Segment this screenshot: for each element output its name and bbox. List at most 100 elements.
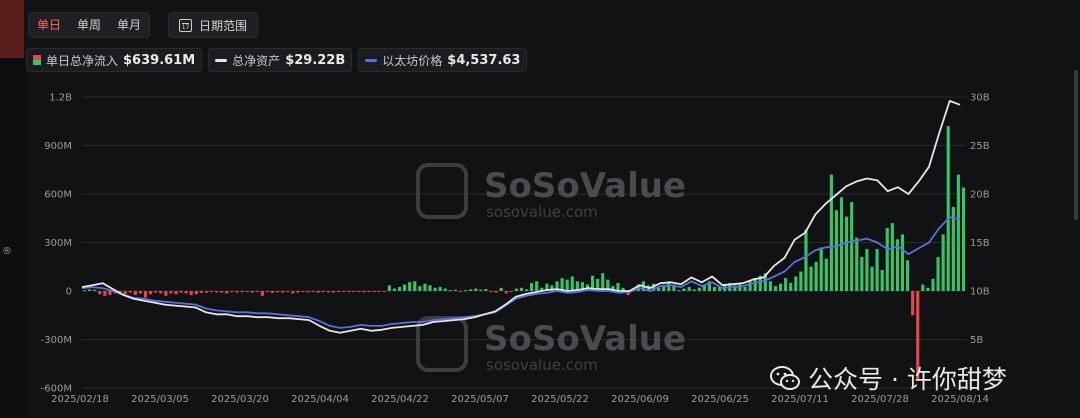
- inflow-bar: [438, 286, 442, 291]
- inflow-bar: [936, 257, 940, 291]
- bar-swatch-icon: [33, 55, 41, 65]
- inflow-bar: [235, 291, 239, 293]
- inflow-bar: [768, 281, 772, 291]
- x-tick: 2025/07/28: [851, 394, 909, 405]
- inflow-bar: [164, 291, 168, 296]
- period-option-month[interactable]: 单月: [117, 18, 142, 32]
- inflow-bar: [479, 289, 483, 291]
- inflow-bar: [530, 282, 534, 291]
- legend-value: $29.22B: [285, 52, 346, 68]
- watermark-brand: SoSoValue: [484, 166, 686, 206]
- inflow-bar: [260, 291, 264, 296]
- inflow-bar: [870, 266, 874, 291]
- inflow-bar: [128, 291, 132, 293]
- inflow-bar: [296, 291, 300, 293]
- inflow-bar: [392, 288, 397, 291]
- inflow-bar: [215, 291, 219, 293]
- inflow-bar: [286, 291, 290, 292]
- date-range-button[interactable]: 17 日期范围: [168, 12, 259, 38]
- inflow-bar: [138, 291, 142, 294]
- inflow-bar: [291, 291, 295, 294]
- inflow-bar: [306, 291, 310, 293]
- inflow-bar: [88, 289, 92, 291]
- inflow-bar: [845, 216, 849, 291]
- x-tick: 2025/06/25: [691, 394, 749, 405]
- inflow-bar: [143, 291, 148, 298]
- inflow-bar: [372, 291, 376, 292]
- inflow-bar: [763, 273, 767, 291]
- legend-value: $4,537.63: [447, 52, 521, 68]
- inflow-bar: [819, 247, 823, 291]
- inflow-bar: [961, 187, 966, 291]
- inflow-bar: [596, 278, 600, 292]
- watermarks: SoSoValue sosovalue.com SoSoValue sosova…: [416, 163, 686, 374]
- inflow-bar: [895, 239, 899, 291]
- inflow-bar: [900, 234, 905, 291]
- inflow-bar: [331, 291, 336, 293]
- x-tick: 2025/03/05: [131, 394, 189, 405]
- inflow-bar: [281, 291, 285, 293]
- inflow-bar: [880, 269, 884, 291]
- inflow-bar: [657, 287, 661, 291]
- inflow-bar: [743, 286, 747, 291]
- inflow-bar: [875, 248, 879, 291]
- period-toggle: 单日 单周 单月: [28, 12, 151, 38]
- inflow-bar: [570, 276, 574, 291]
- inflow-bar: [865, 248, 869, 291]
- inflow-bar: [829, 174, 833, 291]
- inflow-bar: [956, 174, 960, 291]
- legend-item-net-assets[interactable]: 总净资产 $29.22B: [208, 48, 353, 72]
- inflow-bar: [357, 291, 361, 292]
- y-left-tick: -300M: [41, 335, 72, 346]
- inflow-bar: [504, 291, 508, 294]
- inflow-bar: [682, 288, 686, 291]
- inflow-bar: [555, 281, 559, 291]
- y-axis-right: 30B 25B 20B 15B 10B 5B: [970, 93, 990, 347]
- legend-item-eth-price[interactable]: 以太坊价格 $4,537.63: [358, 48, 528, 72]
- inflow-bar: [321, 291, 325, 292]
- y-right-tick: 5B: [970, 335, 983, 346]
- inflow-bar: [240, 291, 244, 293]
- inflow-bars: [82, 126, 966, 380]
- inflow-bar: [98, 291, 102, 295]
- watermark-brand: SoSoValue: [484, 319, 686, 359]
- y-axis-left: 1.2B 900M 600M 300M 0 -300M -600M: [41, 93, 72, 395]
- watermark-site: sosovalue.com: [486, 203, 598, 221]
- inflow-bar: [276, 291, 280, 293]
- calendar-icon: 17: [179, 18, 193, 32]
- inflow-bar: [423, 283, 427, 291]
- inflow-bar: [382, 291, 386, 292]
- watermark-logo-icon: [416, 163, 468, 219]
- inflow-bar: [220, 291, 224, 293]
- inflow-bar: [189, 291, 193, 296]
- inflow-bar: [773, 286, 778, 291]
- x-tick: 2025/06/09: [611, 394, 669, 405]
- inflow-bar: [245, 291, 249, 292]
- x-tick: 2025/07/11: [771, 394, 829, 405]
- inflow-bar: [301, 291, 305, 292]
- inflow-bar: [601, 273, 605, 291]
- period-option-week[interactable]: 单周: [77, 18, 102, 32]
- period-option-day[interactable]: 单日: [37, 18, 62, 32]
- inflow-bar: [469, 289, 473, 291]
- inflow-bar: [784, 278, 788, 291]
- inflow-bar: [591, 275, 595, 291]
- inflow-bar: [941, 234, 945, 291]
- inflow-bar: [347, 291, 351, 292]
- legend-item-daily-inflow[interactable]: 单日总净流入 $639.61M: [26, 48, 203, 72]
- y-left-tick: 300M: [44, 238, 72, 249]
- left-accent-panel: [0, 0, 24, 58]
- inflow-bar: [453, 289, 457, 291]
- x-tick: 2025/05/07: [451, 394, 509, 405]
- inflow-bar: [174, 291, 178, 295]
- y-left-tick: 900M: [44, 141, 72, 152]
- y-right-tick: 10B: [970, 287, 990, 298]
- inflow-bar: [824, 258, 828, 291]
- watermark-site: sosovalue.com: [486, 356, 598, 374]
- inflow-bar: [733, 285, 737, 291]
- inflow-bar: [123, 291, 127, 295]
- inflow-bar: [108, 291, 112, 296]
- scrollbar[interactable]: [1074, 70, 1078, 220]
- legend-label: 总净资产: [232, 53, 281, 68]
- inflow-bar: [184, 291, 188, 294]
